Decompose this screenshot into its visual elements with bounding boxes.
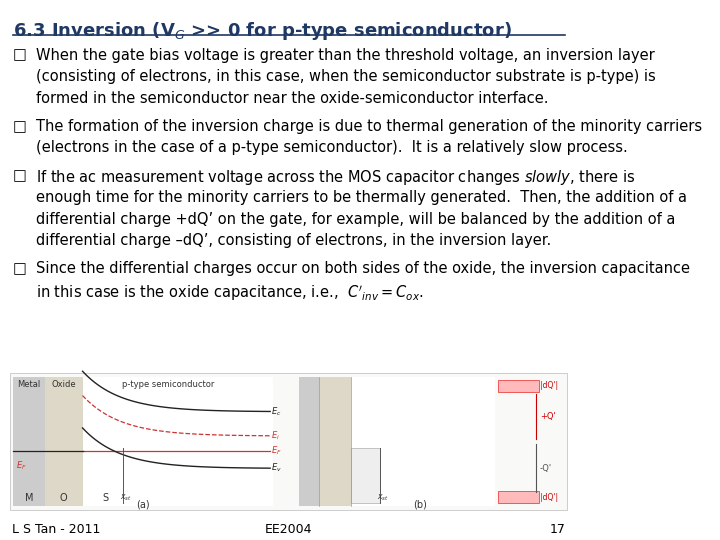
Text: (b): (b)	[413, 499, 427, 509]
Bar	[319, 377, 351, 506]
Text: p-type semiconductor: p-type semiconductor	[122, 380, 215, 389]
Text: M: M	[25, 492, 33, 503]
Text: □: □	[13, 48, 27, 63]
Text: |dQ'|: |dQ'|	[540, 493, 558, 502]
Text: L S Tan - 2011: L S Tan - 2011	[12, 523, 100, 536]
Text: $x_{st}$: $x_{st}$	[377, 492, 389, 503]
Text: The formation of the inversion charge is due to thermal generation of the minori: The formation of the inversion charge is…	[36, 119, 702, 134]
Bar	[299, 377, 319, 506]
Text: differential charge +dQ’ on the gate, for example, will be balanced by the addit: differential charge +dQ’ on the gate, fo…	[36, 212, 675, 227]
Text: $E_v$: $E_v$	[271, 462, 282, 475]
Bar	[13, 377, 45, 506]
Text: (a): (a)	[136, 499, 150, 509]
Text: (electrons in the case of a p-type semiconductor).  It is a relatively slow proc: (electrons in the case of a p-type semic…	[36, 140, 628, 156]
Text: Oxide: Oxide	[51, 380, 76, 389]
Text: $E_i$: $E_i$	[271, 429, 280, 442]
Bar	[351, 377, 495, 506]
Text: □: □	[13, 261, 27, 276]
Text: □: □	[13, 119, 27, 134]
Text: O: O	[60, 492, 68, 503]
Text: Since the differential charges occur on both sides of the oxide, the inversion c: Since the differential charges occur on …	[36, 261, 690, 276]
Text: EE2004: EE2004	[265, 523, 312, 536]
Text: (consisting of electrons, in this case, when the semiconductor substrate is p-ty: (consisting of electrons, in this case, …	[36, 69, 655, 84]
Bar	[45, 377, 83, 506]
Text: If the ac measurement voltage across the MOS capacitor changes $\it{slowly}$, th: If the ac measurement voltage across the…	[36, 168, 635, 187]
Text: $E_c$: $E_c$	[271, 405, 282, 418]
Text: in this case is the oxide capacitance, i.e.,  $C'_{inv} = C_{ox}$.: in this case is the oxide capacitance, i…	[36, 283, 423, 302]
Bar	[83, 377, 273, 506]
Text: 6.3 Inversion (V$_G$ >> 0 for p-type semiconductor): 6.3 Inversion (V$_G$ >> 0 for p-type sem…	[13, 20, 512, 42]
Text: $x_{st}$: $x_{st}$	[120, 492, 132, 503]
Bar	[498, 491, 539, 503]
Bar	[10, 373, 567, 510]
Text: Metal: Metal	[17, 380, 41, 389]
Text: |dQ'|: |dQ'|	[540, 381, 558, 390]
Text: differential charge –dQ’, consisting of electrons, in the inversion layer.: differential charge –dQ’, consisting of …	[36, 233, 551, 248]
Text: -Q': -Q'	[540, 464, 552, 472]
Bar	[351, 448, 380, 503]
Text: □: □	[13, 168, 27, 184]
Text: enough time for the minority carriers to be thermally generated.  Then, the addi: enough time for the minority carriers to…	[36, 190, 687, 205]
Text: +Q': +Q'	[540, 412, 556, 421]
Text: When the gate bias voltage is greater than the threshold voltage, an inversion l: When the gate bias voltage is greater th…	[36, 48, 654, 63]
Text: formed in the semiconductor near the oxide-semiconductor interface.: formed in the semiconductor near the oxi…	[36, 91, 549, 106]
Text: S: S	[102, 492, 109, 503]
Text: 17: 17	[550, 523, 566, 536]
Text: $E_F$: $E_F$	[271, 445, 282, 457]
Bar	[498, 380, 539, 392]
Text: $E_F$: $E_F$	[16, 460, 27, 472]
